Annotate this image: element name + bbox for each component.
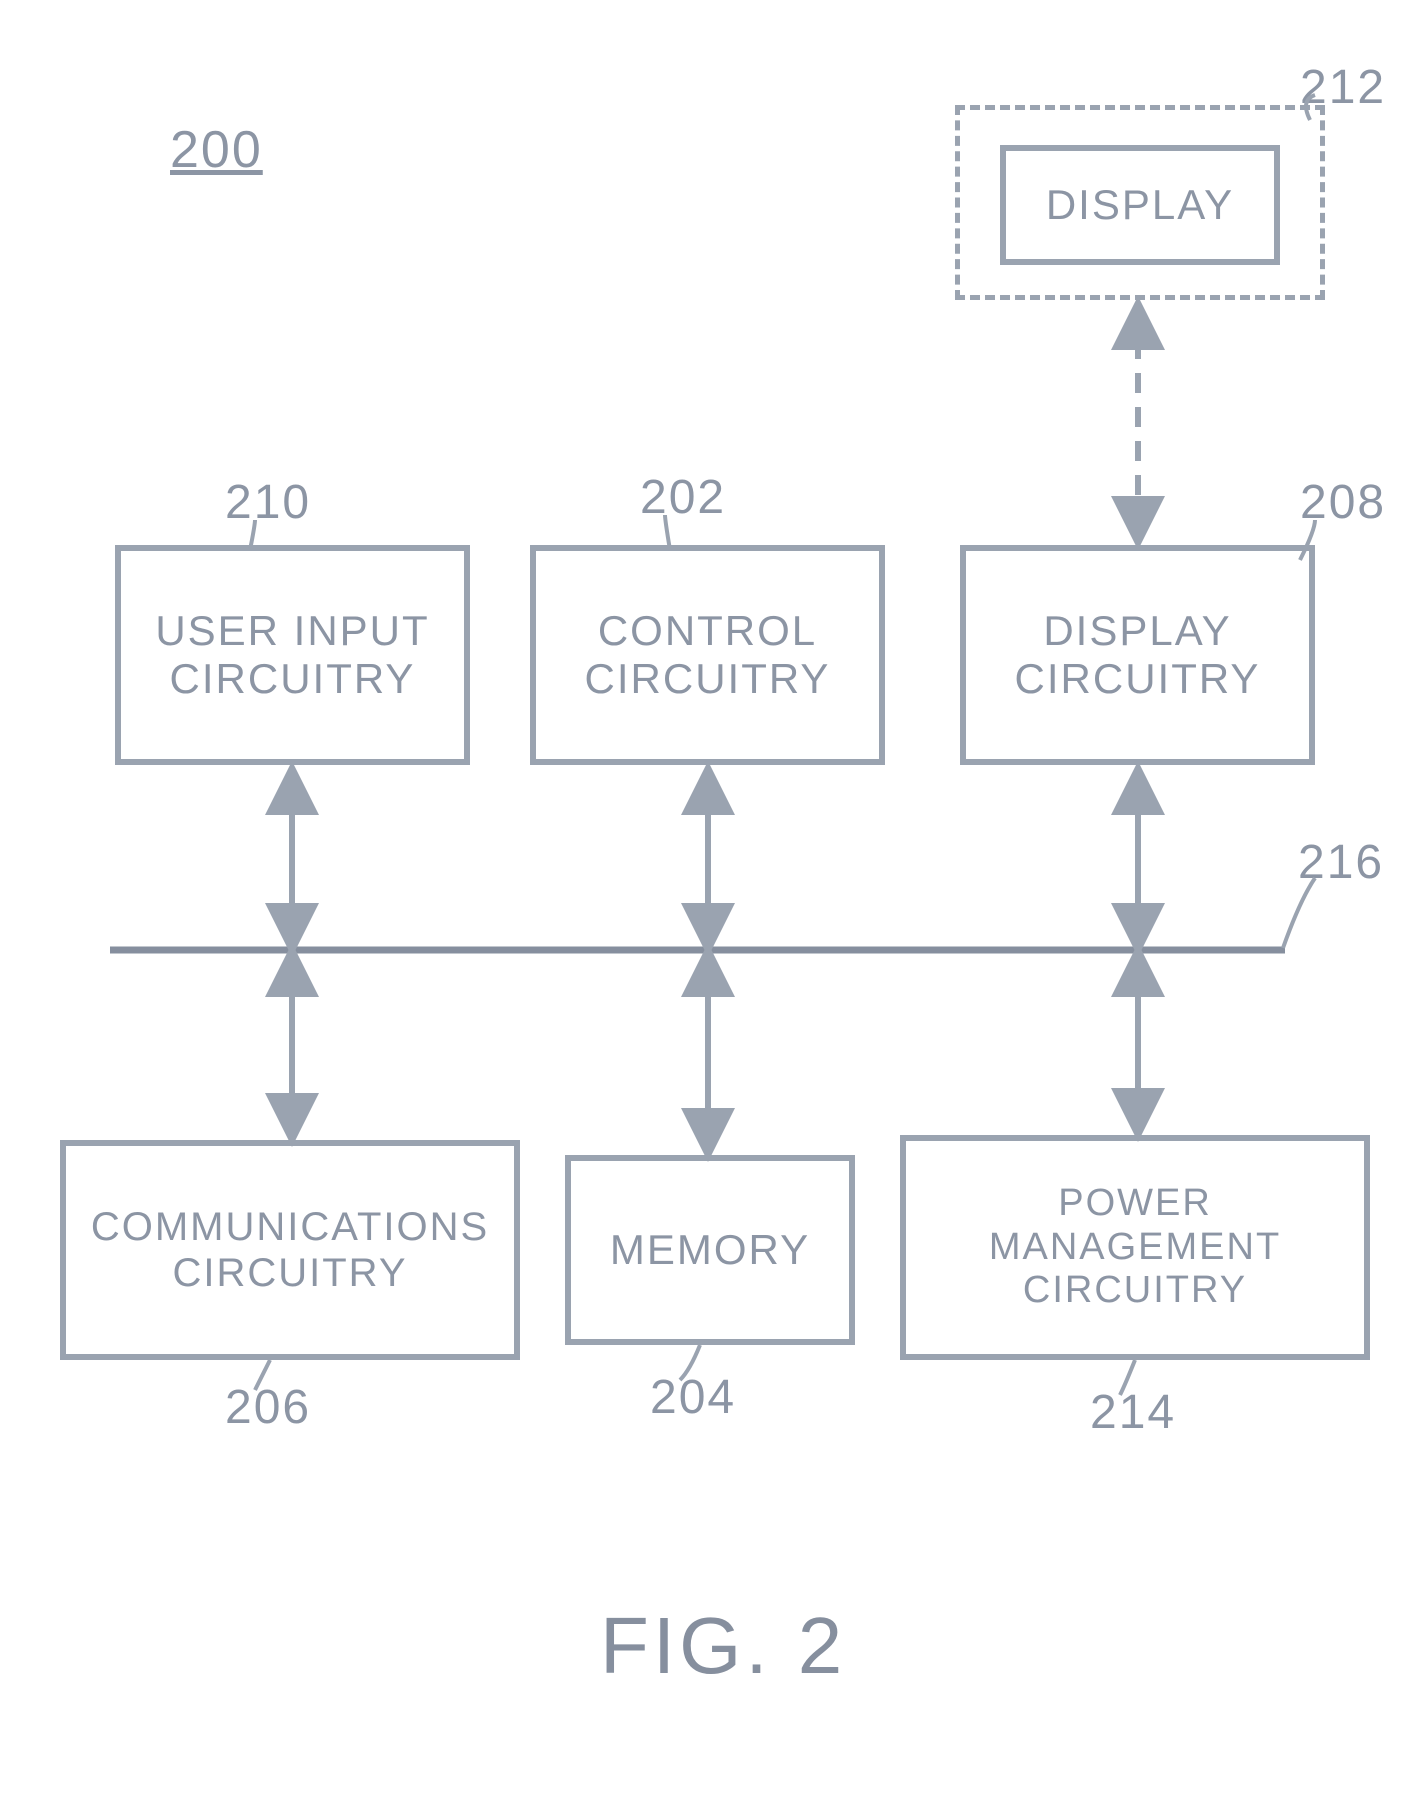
figure-title: FIG. 2 (600, 1600, 846, 1692)
ref-212: 212 (1300, 60, 1386, 115)
diagram-canvas: 200 DISPLAY 212 USER INPUT CIRCUITRY 210… (0, 0, 1415, 1816)
memory-text: MEMORY (610, 1226, 810, 1274)
ref-216: 216 (1298, 835, 1384, 890)
communications-circuitry-text: COMMUNICATIONS CIRCUITRY (91, 1204, 489, 1296)
ref-208: 208 (1300, 475, 1386, 530)
ref-206: 206 (225, 1380, 311, 1435)
ref-210: 210 (225, 475, 311, 530)
power-mgmt-circuitry-box: POWER MANAGEMENT CIRCUITRY (900, 1135, 1370, 1360)
memory-box: MEMORY (565, 1155, 855, 1345)
ref-204: 204 (650, 1370, 736, 1425)
power-mgmt-circuitry-text: POWER MANAGEMENT CIRCUITRY (916, 1182, 1354, 1313)
user-input-circuitry-text: USER INPUT CIRCUITRY (155, 607, 429, 704)
communications-circuitry-box: COMMUNICATIONS CIRCUITRY (60, 1140, 520, 1360)
ref-202: 202 (640, 470, 726, 525)
display-box: DISPLAY (1000, 145, 1280, 265)
control-circuitry-text: CONTROL CIRCUITRY (585, 607, 831, 704)
system-ref-label: 200 (170, 120, 263, 180)
user-input-circuitry-box: USER INPUT CIRCUITRY (115, 545, 470, 765)
control-circuitry-box: CONTROL CIRCUITRY (530, 545, 885, 765)
display-circuitry-text: DISPLAY CIRCUITRY (1015, 607, 1261, 704)
display-circuitry-box: DISPLAY CIRCUITRY (960, 545, 1315, 765)
display-text: DISPLAY (1046, 181, 1234, 229)
ref-214: 214 (1090, 1385, 1176, 1440)
